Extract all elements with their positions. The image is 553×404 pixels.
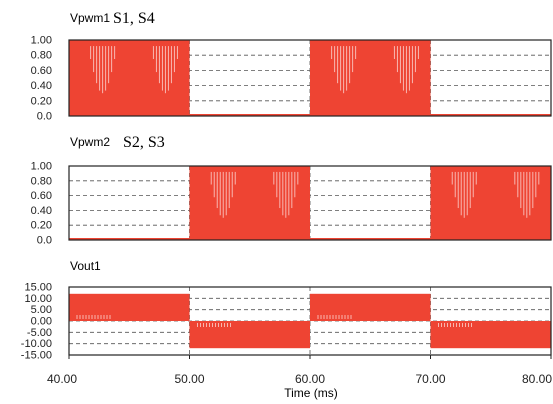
y-tick-label: -15.00 [21,350,52,362]
panel-vout1: Vout1 15.0010.005.000.00-5.00-10.00-15.0… [21,259,551,362]
switch-annotation-s2-s3: S2, S3 [123,134,165,151]
x-tick-label: 80.00 [522,372,552,386]
y-tick-label: 10.00 [24,293,52,305]
y-tick-label: 0.40 [31,80,52,92]
series-label-vpwm1: Vpwm1 [70,11,110,25]
x-axis-title: Time (ms) [284,386,338,400]
y-tick-label: 0.20 [31,220,52,232]
y-tick-label: 0.40 [31,205,52,217]
y-tick-label: -5.00 [27,327,52,339]
y-tick-label: 0.0 [37,235,52,247]
panel-vpwm2: Vpwm2 S2, S3 1.00 0.80 0.60 0.40 0.20 0.0 [31,134,551,247]
y-tick-label: 0.0 [37,111,52,123]
vout-negative-block [431,321,552,348]
y-tick-label: 0.60 [31,190,52,202]
series-label-vpwm2: Vpwm2 [70,135,110,149]
y-tick-label: 0.00 [31,316,52,328]
vout-positive-block [69,294,190,321]
y-tick-label: 0.80 [31,50,52,62]
y-tick-label: 0.60 [31,65,52,77]
x-tick-label: 40.00 [47,372,77,386]
vout-positive-block [310,294,431,321]
series-label-vout1: Vout1 [70,259,101,273]
y-tick-label: 15.00 [24,282,52,294]
switch-annotation-s1-s4: S1, S4 [113,10,155,27]
y-tick-label: 0.20 [31,95,52,107]
x-tick-label: 70.00 [415,372,445,386]
panel-vpwm1: Vpwm1 S1, S4 1.00 0.80 0.60 0.40 0.20 0.0 [31,10,551,123]
y-tick-label: 5.00 [31,304,52,316]
x-tick-label: 50.00 [174,372,204,386]
y-tick-label: 0.80 [31,175,52,187]
x-axis: Time (ms) 40.00 50.00 60.00 70.00 80.00 [47,355,552,400]
y-tick-label: 1.00 [31,161,52,173]
x-tick-label: 60.00 [295,372,325,386]
vout-negative-block [190,321,311,348]
y-tick-label: -10.00 [21,338,52,350]
y-tick-label: 1.00 [31,35,52,47]
